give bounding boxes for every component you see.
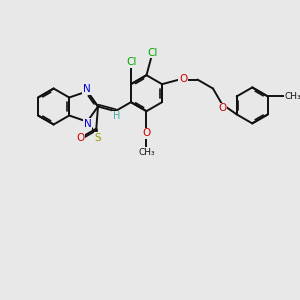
Text: H: H [113, 111, 121, 122]
Text: O: O [76, 133, 84, 143]
Text: N: N [84, 119, 92, 129]
Text: Cl: Cl [127, 57, 137, 67]
Text: CH₃: CH₃ [138, 148, 155, 157]
Text: O: O [218, 103, 226, 113]
Text: N: N [83, 84, 91, 94]
Text: CH₃: CH₃ [285, 92, 300, 101]
Text: Cl: Cl [147, 48, 158, 58]
Text: O: O [142, 128, 151, 139]
Text: S: S [95, 133, 101, 142]
Text: O: O [179, 74, 187, 84]
